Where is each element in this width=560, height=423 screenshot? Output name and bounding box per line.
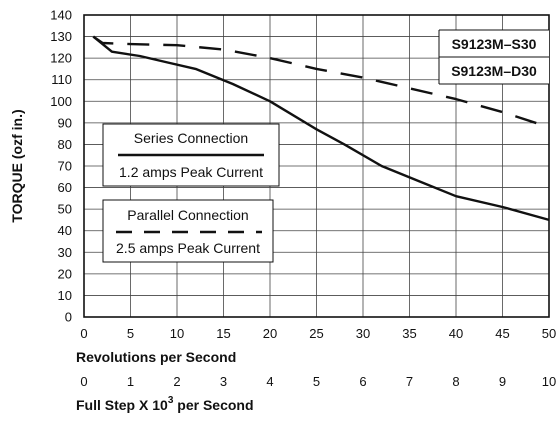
y-tick-40: 40 bbox=[58, 223, 72, 238]
series-layer bbox=[92, 35, 550, 222]
tick-labels: 0 5 10 15 20 25 30 35 40 45 500 1 2 3 4 5 6 7 8 9 1001020304… bbox=[50, 8, 556, 390]
x-tick-30: 30 bbox=[356, 326, 370, 341]
model-label-1: S9123M–S30 bbox=[452, 36, 537, 52]
x-tick-40: 40 bbox=[449, 326, 463, 341]
x2-axis-label-main: Full Step X 10 bbox=[76, 397, 168, 413]
x2-tick-8: 8 bbox=[452, 374, 459, 389]
x2-tick-3: 3 bbox=[220, 374, 227, 389]
x2-tick-1: 1 bbox=[127, 374, 134, 389]
x2-tick-6: 6 bbox=[359, 374, 366, 389]
y-axis-label: TORQUE (ozf in.) bbox=[9, 109, 25, 222]
legend-parallel-title: Parallel Connection bbox=[127, 207, 248, 223]
y-tick-50: 50 bbox=[58, 202, 72, 217]
y-tick-100: 100 bbox=[50, 94, 72, 109]
y-tick-0: 0 bbox=[65, 310, 72, 325]
series-connection-line bbox=[92, 35, 550, 222]
x-tick-20: 20 bbox=[263, 326, 277, 341]
model-labels-box: S9123M–S30 S9123M–D30 bbox=[438, 29, 549, 85]
plot-frame bbox=[83, 14, 550, 318]
x2-tick-2: 2 bbox=[173, 374, 180, 389]
x-tick-15: 15 bbox=[216, 326, 230, 341]
legend-series: Series Connection 1.2 amps Peak Current bbox=[102, 123, 280, 187]
x2-axis-label-tail: per Second bbox=[173, 397, 253, 413]
x-tick-5: 5 bbox=[127, 326, 134, 341]
legend-series-caption: 1.2 amps Peak Current bbox=[119, 164, 263, 180]
x-tick-50: 50 bbox=[542, 326, 556, 341]
x2-tick-7: 7 bbox=[406, 374, 413, 389]
x-tick-25: 25 bbox=[309, 326, 323, 341]
model-label-2: S9123M–D30 bbox=[451, 63, 537, 79]
x-tick-0: 0 bbox=[80, 326, 87, 341]
legend-parallel-caption: 2.5 amps Peak Current bbox=[116, 240, 260, 256]
x2-tick-5: 5 bbox=[313, 374, 320, 389]
x2-tick-4: 4 bbox=[266, 374, 273, 389]
y-tick-90: 90 bbox=[58, 115, 72, 130]
y-tick-130: 130 bbox=[50, 29, 72, 44]
parallel-connection-line bbox=[92, 35, 550, 129]
y-tick-110: 110 bbox=[51, 72, 72, 87]
y-tick-140: 140 bbox=[50, 8, 72, 23]
y-tick-30: 30 bbox=[58, 245, 72, 260]
y-tick-10: 10 bbox=[58, 288, 72, 303]
y-tick-80: 80 bbox=[58, 137, 72, 152]
y-tick-70: 70 bbox=[58, 159, 72, 174]
y-tick-60: 60 bbox=[58, 180, 72, 195]
x-tick-45: 45 bbox=[495, 326, 509, 341]
x2-tick-0: 0 bbox=[80, 374, 87, 389]
x-tick-35: 35 bbox=[402, 326, 416, 341]
y-tick-20: 20 bbox=[58, 266, 72, 281]
x-tick-10: 10 bbox=[170, 326, 184, 341]
x2-tick-9: 9 bbox=[499, 374, 506, 389]
x-axis-label: Revolutions per Second bbox=[76, 349, 236, 365]
x2-tick-10: 10 bbox=[542, 374, 556, 389]
legend-series-title: Series Connection bbox=[134, 130, 248, 146]
legend-parallel: Parallel Connection 2.5 amps Peak Curren… bbox=[102, 199, 274, 263]
x2-axis-label-sup: 3 bbox=[168, 395, 174, 406]
x2-axis-label: Full Step X 103 per Second bbox=[76, 395, 254, 413]
y-tick-120: 120 bbox=[50, 51, 72, 66]
